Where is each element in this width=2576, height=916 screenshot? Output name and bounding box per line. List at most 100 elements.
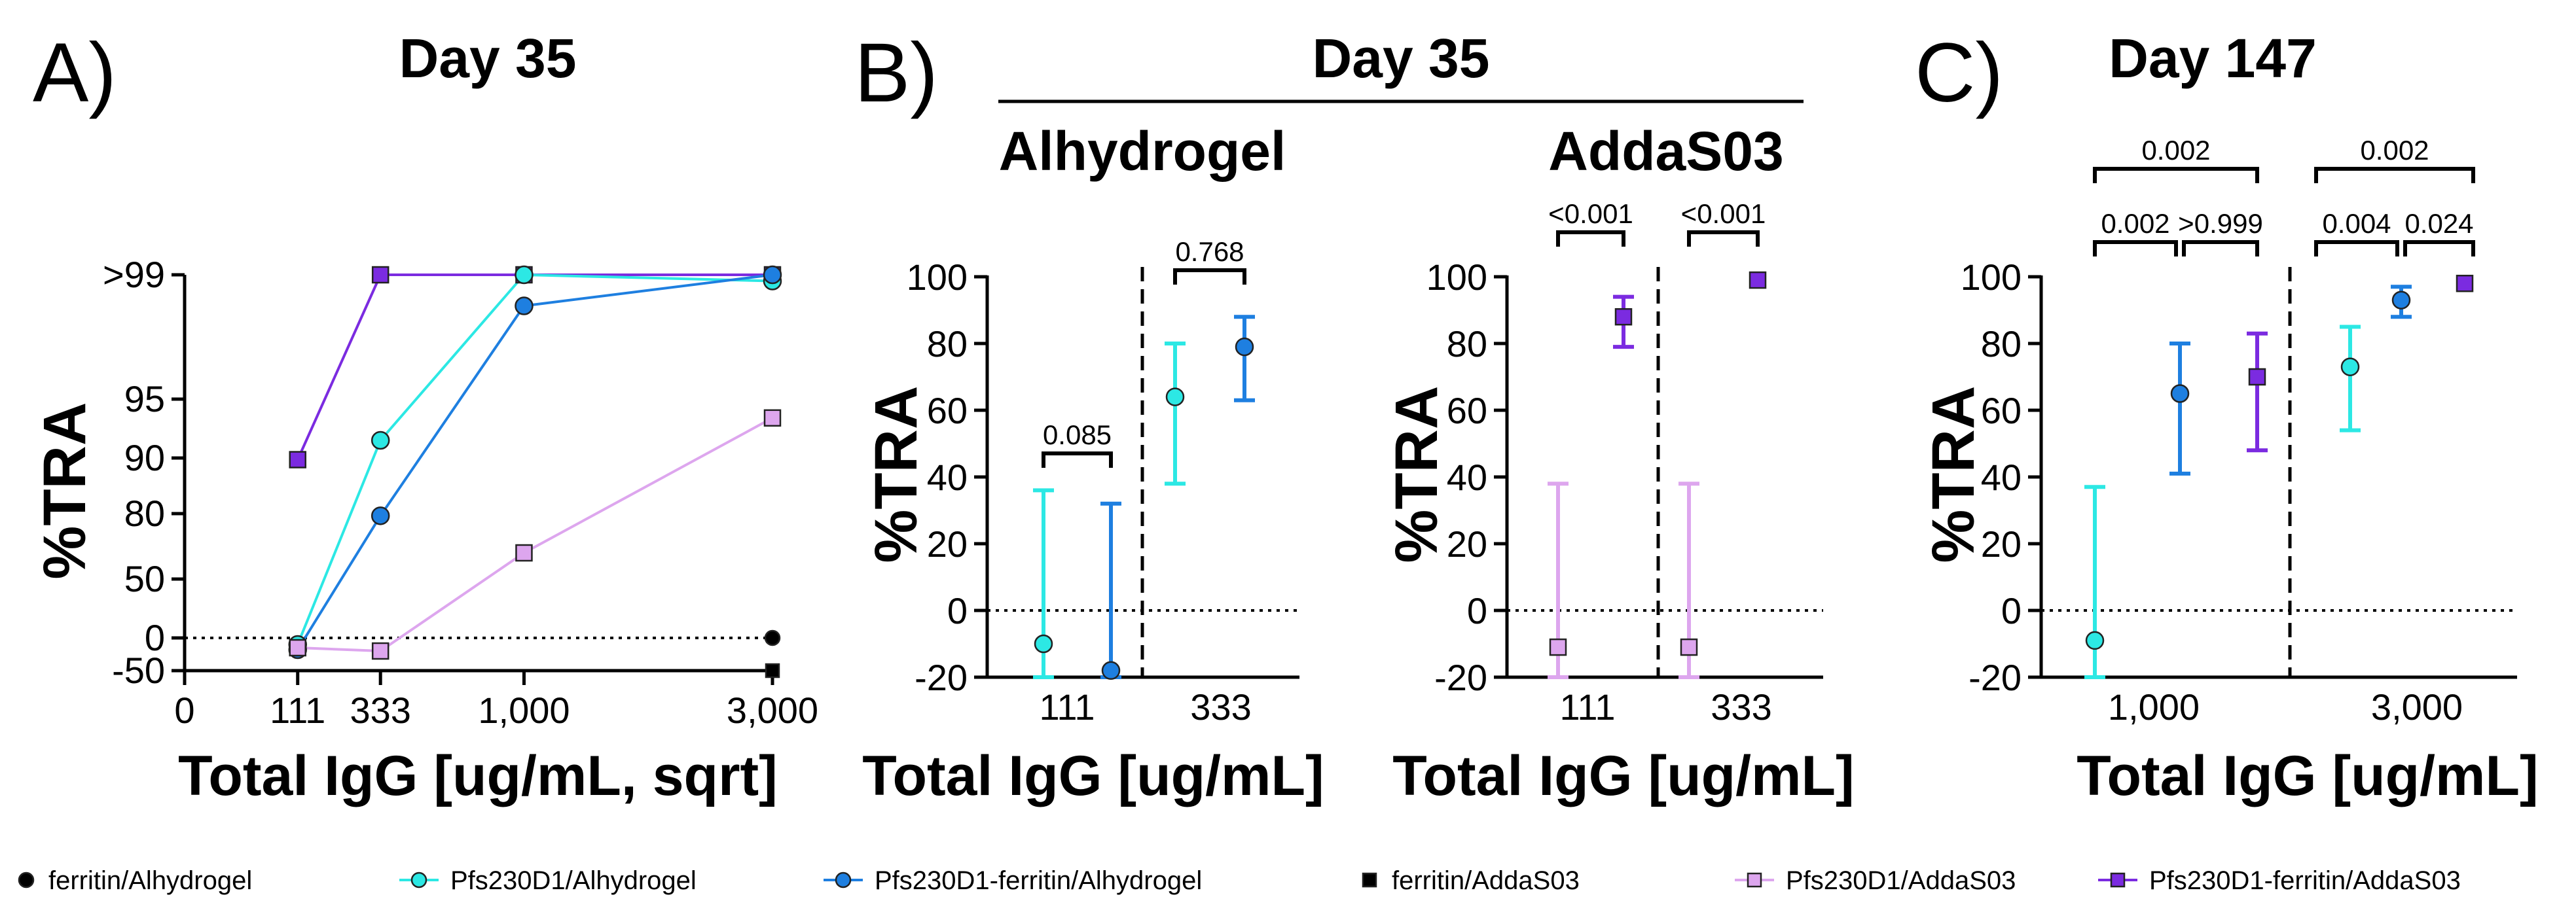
panel-c-data-point [2248,368,2266,386]
panel-b2-x-tick-label: 333 [1711,686,1771,728]
panel-a-series-line [296,273,773,645]
legend-label: Pfs230D1/Alhydrogel [450,866,697,895]
panel-a-plot [288,265,782,678]
panel-b1-y-tick-label: 0 [947,590,968,631]
panel-b1-p-value: 0.768 [1175,236,1244,267]
panel-b2-y-tick-label: 40 [1447,457,1487,498]
panel-c: C) Day 147 %TRA Total IgG [ug/mL] -20 0 20… [1915,26,2539,807]
panel-c-data-point [2391,291,2411,309]
panel-c-y-tick-label: 100 [1961,256,2022,298]
panel-b2-p-value: <0.001 [1548,198,1633,229]
panel-b-title: Day 35 [1313,27,1490,89]
panel-c-x-tick-label: 1,000 [2108,686,2200,728]
panel-c-y-title: %TRA [1920,386,1987,563]
panel-b: B) Day 35 Alhydrogel AddaS03 %TRA Total … [854,26,1855,807]
panel-b1-y-tick-label: 80 [927,323,968,364]
panel-c-y-tick-label: 80 [1981,323,2022,364]
panel-b1-y-tick-label: 100 [907,256,968,298]
panel-c-significance-bracket [2182,240,2259,256]
panel-b1-axes: -20 0 20 40 60 80 100 111 333 [907,256,1299,728]
panel-a-data-point [371,642,390,660]
panel-a-x-tick-label: 3,000 [727,690,818,731]
panel-b1-y-tick-label: 20 [927,523,968,565]
panel-a-title: Day 35 [399,27,577,89]
panel-a-x-title: Total IgG [ug/mL, sqrt] [178,745,778,807]
panel-b2-x-tick-label: 111 [1559,686,1615,728]
panel-b1-y-tick-label: -20 [915,657,968,698]
panel-c-data-point [2085,631,2105,650]
panel-b2-y-tick-label: 0 [1467,590,1487,631]
legend-label: Pfs230D1/AddaS03 [1786,866,2016,895]
panel-b1-x-title: Total IgG [ug/mL] [862,745,1324,807]
panel-c-y-tick-label: 60 [1981,390,2022,431]
panel-a-data-point [289,639,306,657]
panel-b1-data-point [1165,387,1185,406]
panel-c-significance-bracket [2403,240,2475,256]
panel-c-data-point [2456,274,2474,292]
panel-a-x-tick-label: 111 [270,690,325,731]
panel-c-significance-bracket [2093,240,2178,256]
panel-a-data-point [371,431,390,450]
panel-c-y-tick-label: -20 [1968,657,2022,698]
panel-a-y-tick-label: 95 [124,378,165,419]
panel-b-label: B) [854,26,938,120]
panel-b2-plot: <0.001 <0.001 [1548,198,1767,679]
panel-a-data-point [515,265,534,285]
panel-a-y-title: %TRA [31,402,98,580]
panel-a-series-line [296,273,772,461]
panel-b2-subtitle: AddaS03 [1548,120,1783,182]
panel-b1-y-tick-label: 40 [927,457,968,498]
panel-b1-subtitle: Alhydrogel [999,120,1286,182]
panel-a-data-point [371,266,390,284]
panel-b2-data-point [1749,271,1767,289]
panel-c-significance-bracket [2314,240,2399,256]
panel-b1-y-title: %TRA [863,386,930,563]
panel-a: A) Day 35 %TRA Total IgG [ug/mL, sqrt] -… [31,26,818,807]
panel-b1-x-tick-label: 111 [1039,686,1095,728]
panel-b1-data-point [1101,661,1121,680]
legend-marker [1747,872,1762,888]
panel-c-significance-bracket [2314,167,2475,183]
legend-label: ferritin/AddaS03 [1392,866,1580,895]
panel-c-p-value: 0.024 [2404,208,2473,239]
panel-b2-y-tick-label: 20 [1447,523,1487,565]
panel-b2-data-point [1549,638,1567,656]
legend-marker [410,872,427,889]
panel-b2-data-point [1614,308,1633,326]
panel-b2-data-point [1680,638,1698,656]
legend-marker [18,872,35,889]
panel-b1-x-tick-label: 333 [1190,686,1251,728]
panel-b1-plot: 0.085 0.768 [1033,236,1255,680]
panel-a-data-point [765,663,780,678]
panel-a-data-point [763,409,782,427]
legend-label: Pfs230D1-ferritin/AddaS03 [2149,866,2461,895]
panel-a-y-tick-label: -50 [112,650,165,691]
panel-c-p-value: 0.002 [2101,208,2169,239]
panel-b2-y-title: %TRA [1383,386,1450,563]
panel-a-data-point [289,451,306,468]
panel-a-axes: -500 50 80 90 95 >99 0 111 333 1,000 3,000 [103,254,818,731]
panel-a-y-tick-label: 50 [124,558,165,599]
panel-c-p-value: 0.004 [2322,208,2391,239]
panel-c-p-value: 0.002 [2141,135,2210,166]
panel-a-y-tick-label: >99 [103,254,165,295]
panel-c-significance-bracket [2093,167,2259,183]
panel-b2-y-tick-label: -20 [1434,657,1487,698]
panel-a-x-tick-label: 333 [350,690,410,731]
panel-a-data-point [371,506,390,525]
panel-b2-significance-bracket [1687,230,1760,247]
panel-c-y-tick-label: 40 [1981,457,2022,498]
legend-marker [2110,872,2126,888]
panel-b2-y-tick-label: 100 [1426,256,1487,298]
panel-c-data-point [2170,384,2190,403]
panel-b1-p-value: 0.085 [1043,419,1112,450]
panel-b2-significance-bracket [1556,230,1625,247]
panel-b1-y-tick-label: 60 [927,390,968,431]
panel-a-series-line [297,273,773,651]
panel-a-x-tick-label: 1,000 [478,690,570,731]
panel-a-label: A) [33,26,117,120]
panel-c-x-title: Total IgG [ug/mL] [2077,745,2538,807]
panel-c-axes: -20 0 20 40 60 80 100 1,000 3,000 [1961,256,2517,728]
legend-marker [835,872,852,889]
